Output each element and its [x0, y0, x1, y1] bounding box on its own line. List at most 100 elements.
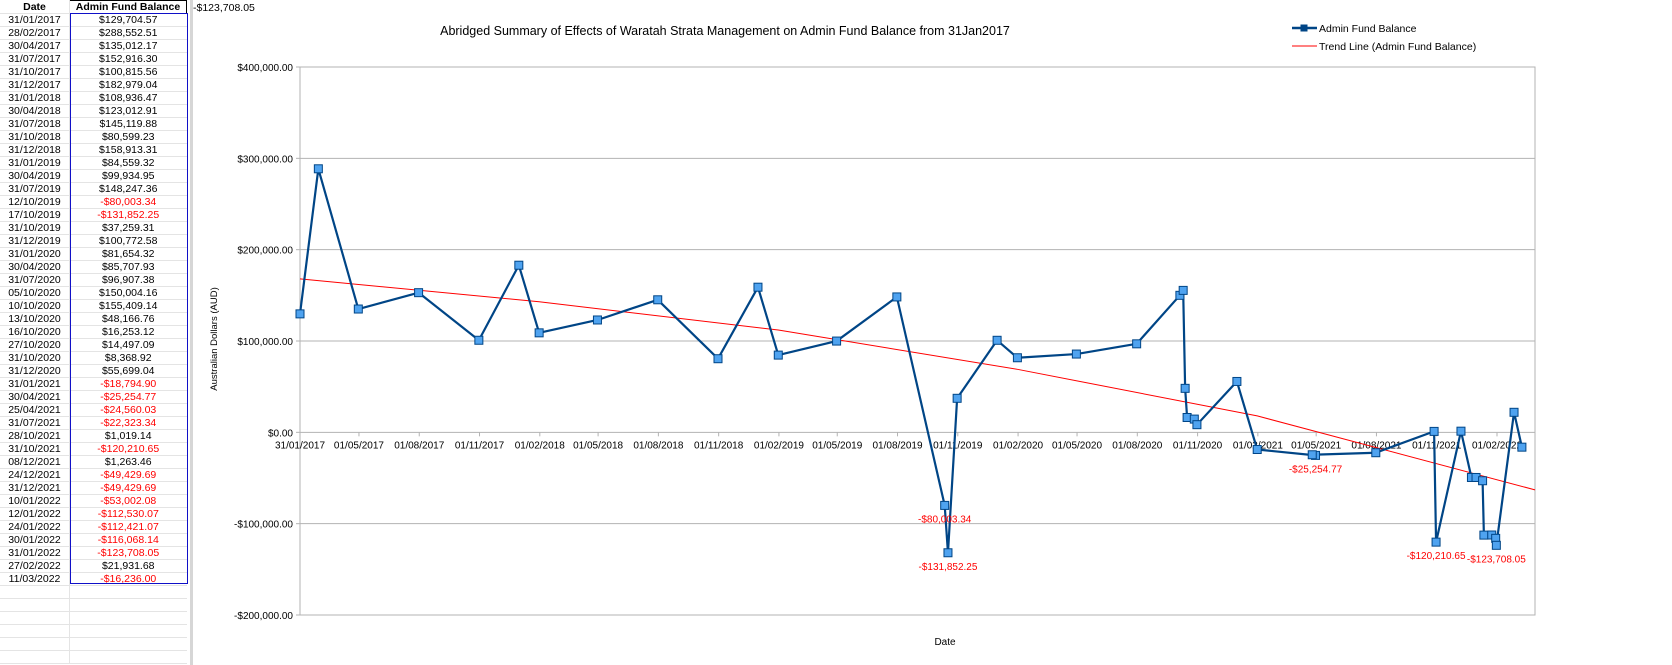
cell-balance[interactable]: -$16,236.00 [69, 572, 187, 586]
cell-date[interactable]: 12/01/2022 [0, 507, 70, 521]
cell-date[interactable]: 28/02/2017 [0, 26, 70, 40]
cell-date[interactable]: 31/01/2017 [0, 13, 70, 27]
cell-date[interactable]: 31/01/2020 [0, 247, 70, 261]
cell-balance[interactable]: $150,004.16 [69, 286, 187, 300]
cell-balance[interactable]: $85,707.93 [69, 260, 187, 274]
cell-date[interactable]: 31/10/2021 [0, 442, 70, 456]
cell-balance[interactable]: -$120,210.65 [69, 442, 187, 456]
cell-date[interactable]: 31/07/2019 [0, 182, 70, 196]
cell-date[interactable]: 16/10/2020 [0, 325, 70, 339]
cell-balance[interactable]: $84,559.32 [69, 156, 187, 170]
cell-date[interactable]: 31/07/2020 [0, 273, 70, 287]
empty-cell[interactable] [69, 637, 187, 651]
cell-date[interactable]: 08/12/2021 [0, 455, 70, 469]
cell-date[interactable]: 25/04/2021 [0, 403, 70, 417]
cell-balance[interactable]: $155,409.14 [69, 299, 187, 313]
cell-date[interactable]: 12/10/2019 [0, 195, 70, 209]
cell-balance[interactable]: -$22,323.34 [69, 416, 187, 430]
cell-balance[interactable]: $1,019.14 [69, 429, 187, 443]
cell-balance[interactable]: $16,253.12 [69, 325, 187, 339]
cell-balance[interactable]: -$49,429.69 [69, 468, 187, 482]
empty-cell[interactable] [0, 637, 70, 651]
cell-date[interactable]: 31/12/2020 [0, 364, 70, 378]
empty-cell[interactable] [0, 585, 70, 599]
cell-date[interactable]: 31/01/2022 [0, 546, 70, 560]
legend[interactable]: Admin Fund Balance Trend Line (Admin Fun… [1292, 23, 1476, 53]
cell-balance[interactable]: $21,931.68 [69, 559, 187, 573]
cell-date[interactable]: 30/01/2022 [0, 533, 70, 547]
column-header-admin-fund-balance[interactable]: Admin Fund Balance [69, 0, 187, 14]
empty-cell[interactable] [69, 611, 187, 625]
cell-balance[interactable]: -$131,852.25 [69, 208, 187, 222]
cell-date[interactable]: 30/04/2017 [0, 39, 70, 53]
cell-balance[interactable]: -$112,530.07 [69, 507, 187, 521]
cell-balance[interactable]: $99,934.95 [69, 169, 187, 183]
cell-balance[interactable]: $80,599.23 [69, 130, 187, 144]
cell-balance[interactable]: $100,772.58 [69, 234, 187, 248]
cell-date[interactable]: 31/10/2019 [0, 221, 70, 235]
cell-date[interactable]: 13/10/2020 [0, 312, 70, 326]
overflow-cell-value[interactable]: -$123,708.05 [193, 2, 255, 14]
cell-balance[interactable]: -$24,560.03 [69, 403, 187, 417]
cell-balance[interactable]: $48,166.76 [69, 312, 187, 326]
cell-balance[interactable]: $96,907.38 [69, 273, 187, 287]
empty-cell[interactable] [0, 611, 70, 625]
cell-date[interactable]: 30/04/2018 [0, 104, 70, 118]
cell-date[interactable]: 17/10/2019 [0, 208, 70, 222]
cell-date[interactable]: 31/12/2018 [0, 143, 70, 157]
cell-balance[interactable]: -$25,254.77 [69, 390, 187, 404]
cell-date[interactable]: 31/01/2018 [0, 91, 70, 105]
cell-date[interactable]: 31/10/2020 [0, 351, 70, 365]
cell-date[interactable]: 10/10/2020 [0, 299, 70, 313]
cell-balance[interactable]: $148,247.36 [69, 182, 187, 196]
cell-balance[interactable]: $152,916.30 [69, 52, 187, 66]
cell-date[interactable]: 31/01/2021 [0, 377, 70, 391]
cell-date[interactable]: 30/04/2019 [0, 169, 70, 183]
cell-date[interactable]: 31/07/2018 [0, 117, 70, 131]
empty-cell[interactable] [69, 598, 187, 612]
cell-balance[interactable]: $123,012.91 [69, 104, 187, 118]
cell-date[interactable]: 11/03/2022 [0, 572, 70, 586]
empty-cell[interactable] [69, 585, 187, 599]
cell-balance[interactable]: $288,552.51 [69, 26, 187, 40]
cell-balance[interactable]: $129,704.57 [69, 13, 187, 27]
cell-date[interactable]: 28/10/2021 [0, 429, 70, 443]
cell-balance[interactable]: $1,263.46 [69, 455, 187, 469]
cell-date[interactable]: 31/07/2017 [0, 52, 70, 66]
cell-date[interactable]: 31/10/2018 [0, 130, 70, 144]
cell-balance[interactable]: $158,913.31 [69, 143, 187, 157]
cell-balance[interactable]: $55,699.04 [69, 364, 187, 378]
line-chart[interactable]: $400,000.00 $300,000.00 $200,000.00 $100,00… [195, 0, 1672, 665]
empty-cell[interactable] [69, 624, 187, 638]
cell-balance[interactable]: $100,815.56 [69, 65, 187, 79]
cell-balance[interactable]: -$123,708.05 [69, 546, 187, 560]
cell-date[interactable]: 30/04/2020 [0, 260, 70, 274]
cell-balance[interactable]: -$53,002.08 [69, 494, 187, 508]
cell-date[interactable]: 31/12/2017 [0, 78, 70, 92]
cell-balance[interactable]: $145,119.88 [69, 117, 187, 131]
empty-cell[interactable] [0, 650, 70, 664]
cell-balance[interactable]: -$18,794.90 [69, 377, 187, 391]
column-header-date[interactable]: Date [0, 0, 70, 14]
cell-balance[interactable]: $14,497.09 [69, 338, 187, 352]
cell-date[interactable]: 24/12/2021 [0, 468, 70, 482]
empty-cell[interactable] [69, 650, 187, 664]
cell-date[interactable]: 31/12/2019 [0, 234, 70, 248]
empty-cell[interactable] [0, 624, 70, 638]
cell-balance[interactable]: $37,259.31 [69, 221, 187, 235]
cell-date[interactable]: 31/12/2021 [0, 481, 70, 495]
cell-date[interactable]: 31/10/2017 [0, 65, 70, 79]
cell-date[interactable]: 24/01/2022 [0, 520, 70, 534]
cell-date[interactable]: 27/10/2020 [0, 338, 70, 352]
cell-balance[interactable]: $108,936.47 [69, 91, 187, 105]
cell-balance[interactable]: -$80,003.34 [69, 195, 187, 209]
cell-date[interactable]: 10/01/2022 [0, 494, 70, 508]
cell-date[interactable]: 27/02/2022 [0, 559, 70, 573]
cell-balance[interactable]: $182,979.04 [69, 78, 187, 92]
cell-balance[interactable]: $81,654.32 [69, 247, 187, 261]
cell-balance[interactable]: $8,368.92 [69, 351, 187, 365]
empty-cell[interactable] [0, 598, 70, 612]
cell-balance[interactable]: -$116,068.14 [69, 533, 187, 547]
cell-date[interactable]: 31/01/2019 [0, 156, 70, 170]
cell-date[interactable]: 05/10/2020 [0, 286, 70, 300]
